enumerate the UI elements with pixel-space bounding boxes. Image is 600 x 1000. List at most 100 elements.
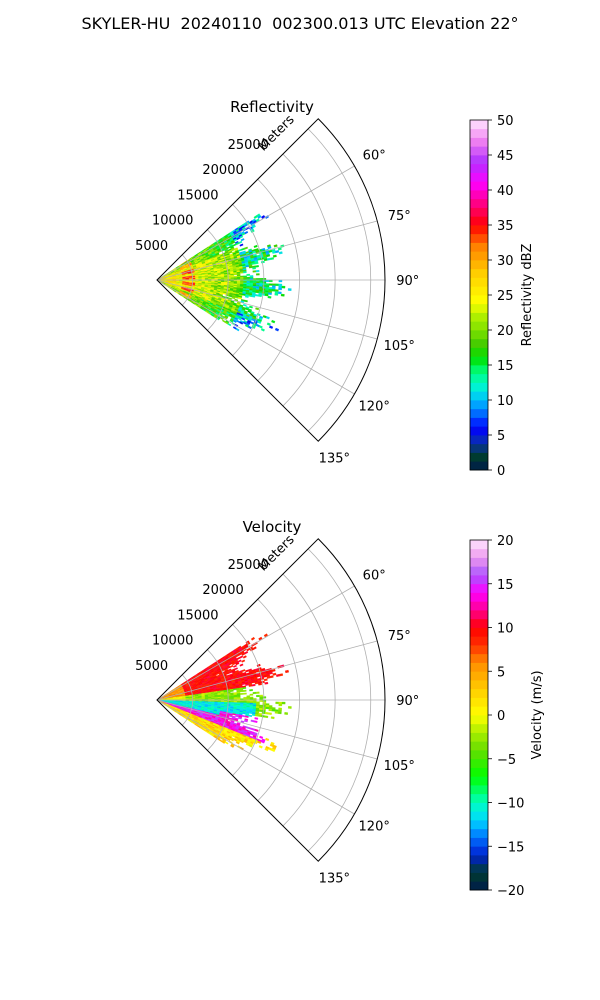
radar-cell — [261, 711, 266, 715]
radar-cell — [244, 715, 249, 718]
colorbar-tick-label: 15 — [497, 578, 514, 593]
radar-cell — [268, 249, 273, 253]
radar-cell — [251, 683, 256, 687]
radar-cell — [249, 689, 253, 692]
colorbar-tick-label: −10 — [497, 797, 524, 812]
radar-cell — [242, 689, 247, 692]
radar-cell — [264, 715, 269, 719]
radar-cell — [264, 747, 269, 752]
radar-cell — [254, 681, 259, 685]
radar-cell — [249, 305, 253, 309]
colorbar-label: Reflectivity dBZ — [520, 244, 535, 347]
radar-cell — [270, 257, 274, 260]
radar-cell — [256, 694, 260, 697]
radar-cell — [284, 712, 289, 715]
radar-cell — [255, 691, 260, 694]
radar-cell — [240, 277, 244, 279]
radar-cell — [250, 636, 256, 641]
azimuth-gridline — [156, 699, 355, 815]
colorbar-segment — [470, 155, 488, 165]
radar-cell — [255, 265, 259, 268]
colorbar-tick-label: 10 — [497, 622, 514, 637]
radar-cell — [270, 716, 275, 720]
colorbar-tick-label: 40 — [497, 184, 514, 199]
radar-cell — [281, 701, 286, 705]
colorbar-segment — [470, 846, 488, 856]
colorbar-segment — [470, 242, 488, 252]
colorbar-segment — [470, 286, 488, 296]
radar-cell — [287, 288, 292, 291]
colorbar-segment — [470, 540, 488, 550]
radar-cell — [275, 701, 279, 705]
radar-cell — [242, 293, 246, 296]
radar-cell — [259, 281, 263, 284]
radar-cell — [239, 655, 244, 659]
angle-tick-label: 120° — [359, 819, 390, 834]
radar-cell — [258, 709, 263, 712]
radar-cell — [244, 246, 249, 250]
colorbar-tick-label: 5 — [497, 429, 505, 444]
colorbar-segment — [470, 715, 488, 725]
radar-cell — [249, 281, 254, 284]
radar-cell — [230, 744, 235, 748]
colorbar-segment — [470, 277, 488, 287]
radar-cell — [252, 281, 257, 284]
radar-cell — [278, 701, 283, 705]
colorbar-segment — [470, 181, 488, 191]
radar-cell — [255, 290, 260, 294]
radar-cell — [277, 711, 282, 715]
radar-cell — [274, 293, 279, 296]
colorbar-segment — [470, 653, 488, 663]
azimuth-gridline — [156, 165, 355, 281]
radial-axis-label: Meters — [256, 112, 298, 154]
radar-cell — [280, 293, 285, 297]
radar-cell — [265, 706, 270, 710]
radar-cell — [263, 678, 268, 682]
radar-cell — [256, 273, 260, 276]
radar-cell — [258, 325, 263, 329]
radar-cell — [227, 322, 232, 327]
radar-cell — [251, 713, 256, 717]
angle-tick-label: 90° — [396, 274, 419, 289]
colorbar-segment — [470, 426, 488, 436]
colorbar-segment — [470, 828, 488, 838]
radar-cell — [265, 703, 270, 706]
radar-cell — [230, 738, 234, 742]
radar-cell — [224, 741, 229, 745]
radar-cell — [239, 243, 244, 247]
radar-cell — [253, 244, 258, 248]
colorbar-segment — [470, 198, 488, 208]
radar-cell — [252, 691, 257, 695]
radar-cell — [243, 276, 247, 279]
colorbar-segment — [470, 216, 488, 226]
radar-cell — [248, 727, 253, 730]
radar-cell — [229, 664, 234, 668]
radar-cell — [233, 697, 238, 699]
radar-cell — [257, 320, 262, 324]
radar-cell — [244, 299, 248, 303]
radar-cell — [264, 712, 269, 715]
radar-cell — [238, 240, 243, 244]
colorbar-segment — [470, 601, 488, 611]
radar-cell — [239, 690, 244, 693]
angle-tick-label: 135° — [319, 871, 350, 886]
angle-tick-label: 75° — [388, 209, 411, 224]
angle-tick-label: 120° — [359, 399, 390, 414]
radar-cell — [284, 669, 289, 674]
radar-cell — [252, 270, 257, 273]
radial-tick-label: 20000 — [202, 583, 243, 598]
radar-cell — [288, 706, 292, 709]
radar-cell — [281, 285, 286, 289]
radar-cell — [258, 714, 262, 718]
radar-cell — [245, 669, 249, 673]
colorbar-segment — [470, 583, 488, 593]
radial-tick-label: 5000 — [135, 239, 168, 254]
radar-cell — [279, 673, 284, 677]
colorbar-label: Velocity (m/s) — [530, 670, 545, 759]
radar-cell — [262, 696, 267, 699]
radar-cell — [260, 740, 265, 744]
radar-cell — [249, 275, 254, 278]
radar-cell — [241, 659, 246, 663]
radar-cell — [258, 294, 262, 298]
radar-cell — [246, 695, 251, 698]
